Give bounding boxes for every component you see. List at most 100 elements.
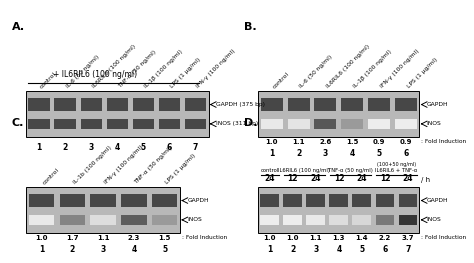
Text: 1.1: 1.1: [292, 139, 305, 145]
Bar: [368, 98, 390, 111]
Bar: [341, 98, 364, 111]
Text: 1.0: 1.0: [35, 235, 48, 241]
Bar: [159, 98, 180, 111]
Text: 3.7: 3.7: [402, 235, 414, 241]
Text: IL6RIL6 + TNF-α: IL6RIL6 + TNF-α: [375, 168, 418, 173]
Text: 5: 5: [162, 245, 167, 254]
Text: 24: 24: [310, 174, 321, 183]
Text: TNF-α (50 ng/ml): TNF-α (50 ng/ml): [134, 146, 173, 185]
Text: IL-6 (50 ng/ml): IL-6 (50 ng/ml): [299, 55, 333, 89]
Bar: [341, 119, 364, 129]
Bar: [55, 119, 76, 129]
Bar: [260, 215, 279, 225]
Bar: [107, 119, 128, 129]
Text: iNOS: iNOS: [427, 217, 441, 222]
Text: 2.3: 2.3: [128, 235, 140, 241]
Text: iNOS: iNOS: [187, 217, 202, 222]
Text: 5: 5: [141, 143, 146, 152]
Text: A.: A.: [12, 22, 25, 32]
Bar: [314, 119, 337, 129]
Text: 1.4: 1.4: [356, 235, 368, 241]
Text: 0.9: 0.9: [373, 139, 385, 145]
Text: 2: 2: [70, 245, 75, 254]
Text: IL-1b (100 ng/ml): IL-1b (100 ng/ml): [72, 145, 112, 185]
Bar: [283, 194, 302, 207]
Bar: [28, 98, 50, 111]
Text: IL6RIL6 (100 ng/ml): IL6RIL6 (100 ng/ml): [326, 44, 371, 89]
Text: LPS (1 μg/ml): LPS (1 μg/ml): [169, 57, 201, 89]
Bar: [260, 194, 279, 207]
Text: control: control: [261, 168, 279, 173]
Text: 1.0: 1.0: [265, 139, 278, 145]
Bar: [329, 215, 348, 225]
Text: 0.9: 0.9: [400, 139, 412, 145]
Bar: [261, 98, 283, 111]
Text: 2: 2: [63, 143, 68, 152]
Text: IL6RIL6 (100 ng/ml): IL6RIL6 (100 ng/ml): [278, 168, 330, 173]
Text: IFN-γ (100 ng/ml): IFN-γ (100 ng/ml): [195, 49, 236, 89]
Text: / h: / h: [421, 177, 430, 183]
Text: 1.5: 1.5: [346, 139, 358, 145]
Text: 2: 2: [290, 245, 295, 254]
Text: 2.2: 2.2: [379, 235, 391, 241]
Text: 3: 3: [100, 245, 106, 254]
Text: : Fold Induction: : Fold Induction: [421, 139, 466, 144]
Text: 6: 6: [403, 149, 409, 158]
Text: GAPDH: GAPDH: [427, 102, 448, 107]
Text: LPS (1 μg/ml): LPS (1 μg/ml): [164, 153, 197, 185]
Text: 3: 3: [313, 245, 319, 254]
Text: 1: 1: [267, 245, 273, 254]
Bar: [399, 194, 418, 207]
Text: 1.1: 1.1: [97, 235, 109, 241]
Bar: [81, 98, 102, 111]
Bar: [152, 215, 177, 225]
Bar: [26, 187, 180, 233]
Text: iNOS: iNOS: [427, 121, 441, 127]
Text: 7: 7: [193, 143, 198, 152]
Bar: [121, 194, 146, 207]
Bar: [107, 98, 128, 111]
Text: IFN-γ (100 ng/ml): IFN-γ (100 ng/ml): [103, 145, 144, 185]
Text: 5: 5: [377, 149, 382, 158]
Text: LPS (1 μg/ml): LPS (1 μg/ml): [406, 57, 438, 89]
Text: 5: 5: [359, 245, 365, 254]
Text: GAPDH: GAPDH: [187, 198, 209, 203]
Bar: [60, 215, 85, 225]
Text: 1.0: 1.0: [287, 235, 299, 241]
Text: 24: 24: [403, 174, 413, 183]
Bar: [375, 215, 394, 225]
Text: 1.5: 1.5: [158, 235, 171, 241]
Bar: [121, 215, 146, 225]
Text: GAPDH: GAPDH: [427, 198, 448, 203]
Bar: [133, 98, 154, 111]
Text: TNF-α (50 ng/ml): TNF-α (50 ng/ml): [117, 50, 157, 89]
Bar: [81, 119, 102, 129]
Text: + IL6RIL6 (100 ng/ml): + IL6RIL6 (100 ng/ml): [54, 70, 137, 79]
Text: 12: 12: [288, 174, 298, 183]
Text: 24: 24: [356, 174, 367, 183]
Bar: [133, 119, 154, 129]
Bar: [399, 215, 418, 225]
Bar: [353, 215, 371, 225]
Text: control: control: [41, 167, 60, 185]
Text: 1.3: 1.3: [333, 235, 345, 241]
Text: IL-6 (50 ng/ml): IL-6 (50 ng/ml): [65, 55, 100, 89]
Bar: [395, 98, 417, 111]
Text: 4: 4: [131, 245, 137, 254]
Text: IL-1β (100 ng/ml): IL-1β (100 ng/ml): [352, 49, 392, 89]
Bar: [159, 119, 180, 129]
Text: 4: 4: [115, 143, 120, 152]
Bar: [91, 194, 116, 207]
Bar: [329, 194, 348, 207]
Text: 6: 6: [383, 245, 388, 254]
Text: IL-1β (100 ng/ml): IL-1β (100 ng/ml): [143, 49, 183, 89]
Bar: [185, 119, 206, 129]
Text: 1.7: 1.7: [66, 235, 79, 241]
Text: : Fold Induction: : Fold Induction: [182, 235, 227, 240]
Bar: [152, 194, 177, 207]
Bar: [258, 187, 419, 233]
Text: 4: 4: [336, 245, 342, 254]
Text: 12: 12: [380, 174, 390, 183]
Bar: [55, 98, 76, 111]
Text: 1.1: 1.1: [310, 235, 322, 241]
